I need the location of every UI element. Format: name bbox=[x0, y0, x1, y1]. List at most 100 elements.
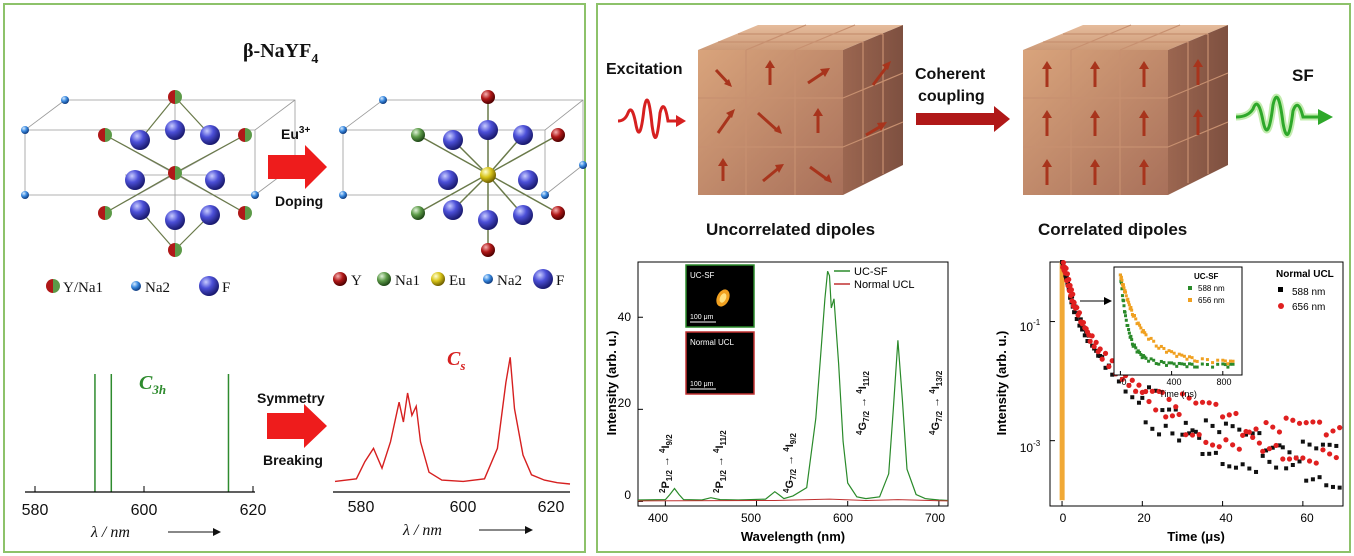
decay-point-656 bbox=[1093, 339, 1099, 345]
decay-inset-point-656 bbox=[1205, 358, 1209, 362]
decay-inset-point-656 bbox=[1200, 357, 1204, 361]
decay-point-588 bbox=[1080, 327, 1085, 332]
decay-inset-point-588 bbox=[1164, 363, 1168, 367]
atom-f bbox=[165, 120, 185, 140]
decay-inset-point-588 bbox=[1124, 314, 1128, 318]
cs-tick-label: 600 bbox=[450, 499, 477, 516]
decay-inset-point-656 bbox=[1180, 353, 1184, 357]
atom-na2 bbox=[339, 126, 347, 134]
decay-point-656 bbox=[1119, 376, 1125, 383]
decay-inset-point-656 bbox=[1172, 351, 1176, 355]
spectrum-ytick: 0 bbox=[624, 488, 631, 502]
decay-inset-point-588 bbox=[1221, 362, 1225, 366]
decay-point-656 bbox=[1067, 282, 1073, 289]
left-panel-svg: β-NaYF4 Eu3+ Doping bbox=[21, 40, 587, 541]
inset-ucsf-label: UC-SF bbox=[690, 271, 715, 280]
decay-inset-point-588 bbox=[1200, 362, 1204, 366]
decay-ytick: 10-3 bbox=[1020, 439, 1041, 455]
decay-point-656 bbox=[1206, 400, 1212, 406]
decay-inset-pointer-head bbox=[1104, 297, 1112, 305]
decay-inset-point-656 bbox=[1185, 357, 1189, 361]
decay-inset-point-588 bbox=[1157, 362, 1161, 366]
decay-point-656 bbox=[1080, 319, 1087, 326]
atom-f bbox=[443, 130, 463, 150]
cs-label: Cs bbox=[447, 348, 465, 373]
decay-point-656 bbox=[1333, 454, 1339, 461]
decay-inset-point-588 bbox=[1132, 343, 1136, 347]
decay-point-656 bbox=[1146, 398, 1152, 405]
decay-point-656 bbox=[1064, 271, 1070, 277]
c3h-label: C3h bbox=[139, 372, 166, 397]
decay-inset-point-656 bbox=[1126, 297, 1130, 301]
decay-point-656 bbox=[1316, 419, 1323, 425]
decay-point-656 bbox=[1310, 419, 1316, 425]
decay-point-656 bbox=[1320, 447, 1326, 453]
decay-inset-point-588 bbox=[1120, 287, 1124, 291]
decay-point-656 bbox=[1236, 446, 1242, 452]
decay-inset-point-656 bbox=[1122, 286, 1126, 290]
atom-f bbox=[443, 200, 463, 220]
decay-point-588 bbox=[1200, 452, 1205, 457]
decay-point-656 bbox=[1246, 429, 1252, 435]
atom-y-na1 bbox=[98, 206, 112, 220]
decay-inset-point-588 bbox=[1123, 310, 1127, 314]
decay-inset-point-588 bbox=[1134, 346, 1138, 350]
decay-point-656 bbox=[1296, 420, 1303, 426]
decay-point-656 bbox=[1260, 448, 1266, 454]
sf-arrowhead bbox=[1318, 109, 1333, 125]
decay-point-588 bbox=[1074, 316, 1079, 321]
atom-f bbox=[130, 130, 150, 150]
decay-point-656 bbox=[1159, 389, 1165, 395]
decay-marks bbox=[1050, 260, 1343, 506]
decay-point-656 bbox=[1193, 400, 1199, 406]
decay-point-656 bbox=[1076, 310, 1083, 316]
decay-inset-point-588 bbox=[1205, 363, 1209, 367]
decay-inset-point-656 bbox=[1134, 317, 1138, 321]
decay-inset-point-588 bbox=[1172, 362, 1176, 366]
title-subscript: 4 bbox=[311, 52, 318, 67]
atom-na2 bbox=[21, 126, 29, 134]
atom-y bbox=[551, 128, 565, 142]
sf-label: SF bbox=[1292, 66, 1314, 85]
decay-point-588 bbox=[1173, 407, 1178, 412]
transition-labels: 2P1/2 → 4I9/2 2P1/2 → 4I11/2 4G7/2 → 4I9… bbox=[658, 370, 944, 493]
atom-y-na1 bbox=[168, 166, 182, 180]
decay-inset-point-656 bbox=[1162, 346, 1166, 350]
decay-point-588 bbox=[1337, 485, 1342, 490]
decay-point-656 bbox=[1230, 442, 1236, 448]
cs-axis-arrowhead bbox=[525, 526, 533, 534]
decay-inset-point-588 bbox=[1149, 357, 1153, 361]
legend-icon-y-na1 bbox=[46, 279, 60, 293]
spectrum-xtick: 600 bbox=[833, 511, 853, 525]
atom-na2 bbox=[379, 96, 387, 104]
decay-inset-point-588 bbox=[1152, 358, 1156, 362]
decay-point-656 bbox=[1136, 382, 1142, 388]
decay-inset-point-588 bbox=[1175, 364, 1179, 368]
decay-point-588 bbox=[1327, 442, 1332, 447]
decay-point-656 bbox=[1074, 304, 1080, 311]
right-panel: Excitation Uncorrelated dipo bbox=[596, 3, 1351, 553]
decay-inset-point-656 bbox=[1147, 337, 1151, 341]
decay-point-656 bbox=[1280, 456, 1286, 462]
c3h-axis-label: λ / nm bbox=[90, 524, 130, 541]
decay-inset-point-656 bbox=[1130, 312, 1134, 316]
decay-inset-point-588 bbox=[1195, 365, 1199, 369]
atom-y-na1 bbox=[98, 128, 112, 142]
decay-inset-656-swatch bbox=[1188, 298, 1192, 302]
decay-inset-point-656 bbox=[1226, 362, 1230, 366]
spectrum-ytick: 20 bbox=[618, 396, 632, 410]
correlated-cube bbox=[1023, 24, 1229, 195]
decay-point-588 bbox=[1096, 353, 1101, 358]
decay-point-656 bbox=[1263, 419, 1269, 426]
decay-point-656 bbox=[1226, 412, 1232, 418]
decay-inset-point-656 bbox=[1170, 350, 1174, 354]
atom-f bbox=[478, 120, 498, 140]
decay-point-656 bbox=[1129, 377, 1135, 383]
decay-point-656 bbox=[1303, 420, 1309, 426]
decay-ucsf-rise bbox=[1059, 262, 1065, 501]
decay-inset-point-656 bbox=[1190, 356, 1194, 360]
cs-tick-label: 580 bbox=[348, 499, 375, 516]
atom-f bbox=[200, 205, 220, 225]
decay-point-656 bbox=[1223, 437, 1229, 443]
decay-inset-point-656 bbox=[1132, 314, 1136, 318]
